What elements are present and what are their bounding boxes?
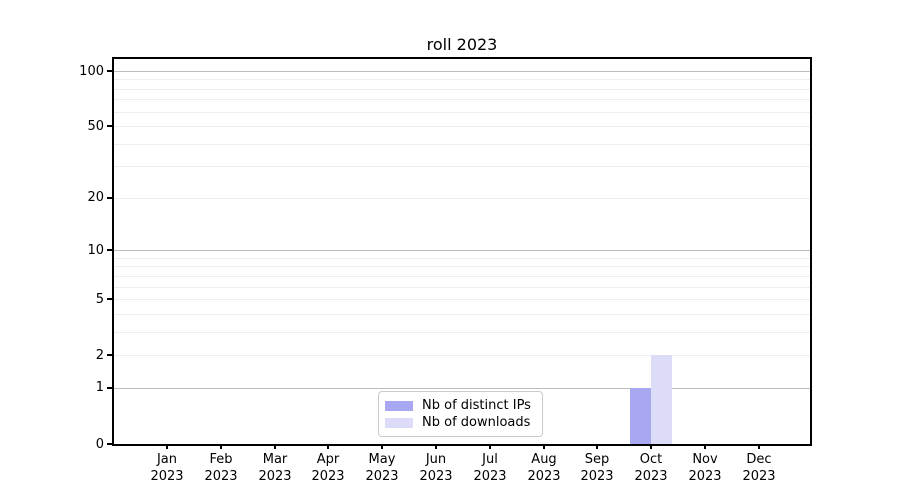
x-tick-label-year: 2023 — [580, 469, 614, 484]
x-tick-label-year: 2023 — [365, 469, 399, 484]
x-tick-label-month: Jan — [156, 452, 178, 467]
y-tick-label: 5 — [95, 292, 104, 307]
x-tick-label: Feb 2023 — [189, 451, 253, 485]
y-tick-label: 0 — [95, 437, 104, 452]
gridline-minor — [114, 166, 810, 167]
x-tick-label-year: 2023 — [419, 469, 453, 484]
gridline-minor — [114, 266, 810, 267]
gridline-major — [114, 388, 810, 389]
x-tick — [543, 444, 545, 449]
x-tick-label-month: May — [368, 452, 396, 467]
bar-distinct-ips — [630, 388, 651, 444]
gridline-minor — [114, 198, 810, 199]
x-tick-label: May 2023 — [350, 451, 414, 485]
x-tick-label: Dec 2023 — [727, 451, 791, 485]
x-tick-label: Apr 2023 — [296, 451, 360, 485]
x-tick-label-year: 2023 — [742, 469, 776, 484]
x-tick — [489, 444, 491, 449]
gridline-minor — [114, 332, 810, 333]
x-tick-label: Jun 2023 — [404, 451, 468, 485]
x-tick-label-month: Feb — [209, 452, 233, 467]
x-tick-label-month: Sep — [584, 452, 610, 467]
x-tick-label-month: Dec — [746, 452, 772, 467]
gridline-minor — [114, 144, 810, 145]
x-tick-label-year: 2023 — [311, 469, 345, 484]
x-tick-label: Jan 2023 — [135, 451, 199, 485]
x-tick — [327, 444, 329, 449]
gridline-minor — [114, 258, 810, 259]
y-tick-label: 2 — [95, 348, 104, 363]
x-tick — [220, 444, 222, 449]
x-tick-label-year: 2023 — [688, 469, 722, 484]
x-tick-label: Jul 2023 — [458, 451, 522, 485]
gridline-minor — [114, 99, 810, 100]
x-tick-label: Oct 2023 — [619, 451, 683, 485]
x-tick-label-month: Jun — [425, 452, 447, 467]
x-tick-label-month: Nov — [692, 452, 718, 467]
x-tick — [274, 444, 276, 449]
x-tick — [381, 444, 383, 449]
x-tick-label-month: Jul — [482, 452, 498, 467]
x-tick-label-year: 2023 — [634, 469, 668, 484]
gridline-minor — [114, 79, 810, 80]
legend: Nb of distinct IPs Nb of downloads — [378, 391, 543, 437]
y-tick-label: 1 — [95, 380, 104, 395]
legend-item-downloads: Nb of downloads — [385, 414, 536, 431]
gridline-major — [114, 250, 810, 251]
x-tick-label-year: 2023 — [258, 469, 292, 484]
gridline-minor — [114, 314, 810, 315]
x-tick-label-year: 2023 — [150, 469, 184, 484]
x-tick — [166, 444, 168, 449]
x-tick-label-month: Apr — [316, 452, 340, 467]
gridline-minor — [114, 287, 810, 288]
legend-swatch-downloads — [385, 417, 413, 428]
x-tick-label: Sep 2023 — [565, 451, 629, 485]
y-tick — [107, 387, 112, 389]
y-tick-label: 50 — [87, 119, 104, 134]
x-tick — [704, 444, 706, 449]
x-tick-label-month: Oct — [639, 452, 663, 467]
bar-downloads — [651, 355, 672, 444]
gridline-minor — [114, 299, 810, 300]
gridline-minor — [114, 276, 810, 277]
x-tick-label: Aug 2023 — [512, 451, 576, 485]
y-tick — [107, 354, 112, 356]
y-tick-label: 100 — [79, 64, 104, 79]
x-tick-label-year: 2023 — [527, 469, 561, 484]
gridline-minor — [114, 112, 810, 113]
y-tick — [107, 125, 112, 127]
legend-label-distinct-ips: Nb of distinct IPs — [422, 398, 531, 413]
legend-label-downloads: Nb of downloads — [422, 415, 531, 430]
x-tick-label: Nov 2023 — [673, 451, 737, 485]
x-tick — [758, 444, 760, 449]
y-tick-label: 20 — [87, 190, 104, 205]
x-tick — [596, 444, 598, 449]
x-tick-label-year: 2023 — [204, 469, 238, 484]
gridline-minor — [114, 126, 810, 127]
y-tick — [107, 249, 112, 251]
y-tick — [107, 443, 112, 445]
x-tick-label-month: Mar — [262, 452, 288, 467]
chart-title: roll 2023 — [426, 35, 498, 54]
x-tick — [435, 444, 437, 449]
legend-item-distinct-ips: Nb of distinct IPs — [385, 397, 536, 414]
y-tick — [107, 197, 112, 199]
y-tick — [107, 70, 112, 72]
x-tick-label: Mar 2023 — [243, 451, 307, 485]
y-tick-label: 10 — [87, 243, 104, 258]
gridline-major — [114, 71, 810, 72]
gridline-minor — [114, 355, 810, 356]
legend-swatch-distinct-ips — [385, 400, 413, 411]
gridline-minor — [114, 89, 810, 90]
x-tick-label-month: Aug — [531, 452, 557, 467]
plot-area — [114, 59, 810, 444]
x-tick-label-year: 2023 — [473, 469, 507, 484]
x-tick — [650, 444, 652, 449]
y-tick — [107, 298, 112, 300]
